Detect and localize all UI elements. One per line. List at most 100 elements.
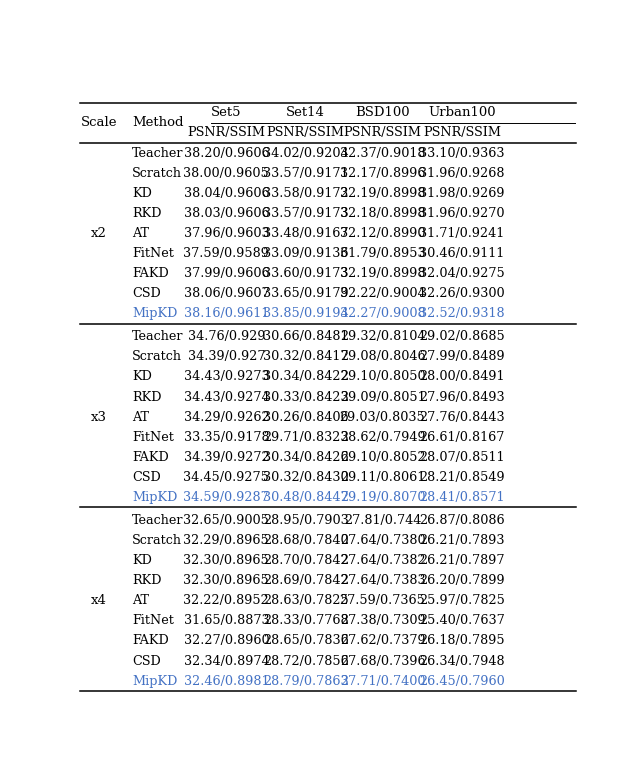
Text: 33.85/0.9194: 33.85/0.9194 [263,307,349,320]
Text: MipKD: MipKD [132,491,177,504]
Text: 30.66/0.8481: 30.66/0.8481 [263,330,348,343]
Text: AT: AT [132,594,149,608]
Text: FitNet: FitNet [132,247,174,260]
Text: 26.21/0.7897: 26.21/0.7897 [419,554,505,567]
Text: 31.65/0.8873: 31.65/0.8873 [184,615,269,627]
Text: 32.29/0.8965: 32.29/0.8965 [184,534,269,547]
Text: 29.09/0.8051: 29.09/0.8051 [340,390,426,404]
Text: 25.97/0.7825: 25.97/0.7825 [419,594,505,608]
Text: 34.43/0.9273: 34.43/0.9273 [184,371,269,383]
Text: 27.64/0.7380: 27.64/0.7380 [340,534,426,547]
Text: 38.06/0.9607: 38.06/0.9607 [184,287,269,300]
Text: KD: KD [132,554,152,567]
Text: 28.72/0.7856: 28.72/0.7856 [263,655,349,668]
Text: 32.37/0.9018: 32.37/0.9018 [340,146,426,160]
Text: 33.57/0.9173: 33.57/0.9173 [263,206,349,220]
Text: 29.02/0.8685: 29.02/0.8685 [419,330,505,343]
Text: 33.09/0.9136: 33.09/0.9136 [263,247,348,260]
Text: MipKD: MipKD [132,675,177,687]
Text: 34.39/0.927: 34.39/0.927 [188,350,265,364]
Text: RKD: RKD [132,574,161,587]
Text: 27.99/0.8489: 27.99/0.8489 [419,350,505,364]
Text: 28.95/0.7903: 28.95/0.7903 [263,514,349,527]
Text: KD: KD [132,187,152,199]
Text: 29.10/0.8050: 29.10/0.8050 [340,371,426,383]
Text: 34.59/0.9287: 34.59/0.9287 [184,491,269,504]
Text: 32.12/0.8990: 32.12/0.8990 [340,227,426,240]
Text: 28.62/0.7949: 28.62/0.7949 [340,431,426,443]
Text: Teacher: Teacher [132,330,184,343]
Text: 31.96/0.9268: 31.96/0.9268 [419,167,505,180]
Text: 34.29/0.9262: 34.29/0.9262 [184,411,269,424]
Text: 32.46/0.8981: 32.46/0.8981 [184,675,269,687]
Text: 33.57/0.9171: 33.57/0.9171 [263,167,348,180]
Text: BSD100: BSD100 [355,106,410,120]
Text: 28.79/0.7863: 28.79/0.7863 [263,675,349,687]
Text: 31.71/0.9241: 31.71/0.9241 [419,227,504,240]
Text: 28.70/0.7842: 28.70/0.7842 [263,554,349,567]
Text: Scratch: Scratch [132,534,182,547]
Text: FitNet: FitNet [132,431,174,443]
Text: 32.34/0.8974: 32.34/0.8974 [184,655,269,668]
Text: AT: AT [132,411,149,424]
Text: CSD: CSD [132,287,161,300]
Text: FitNet: FitNet [132,615,174,627]
Text: 26.18/0.7895: 26.18/0.7895 [419,634,505,647]
Text: 31.96/0.9270: 31.96/0.9270 [419,206,505,220]
Text: PSNR/SSIM: PSNR/SSIM [344,127,422,139]
Text: 28.00/0.8491: 28.00/0.8491 [419,371,505,383]
Text: 29.32/0.8104: 29.32/0.8104 [340,330,426,343]
Text: x2: x2 [91,227,107,240]
Text: 26.21/0.7893: 26.21/0.7893 [419,534,505,547]
Text: 28.63/0.7825: 28.63/0.7825 [263,594,349,608]
Text: 33.60/0.9173: 33.60/0.9173 [263,267,348,280]
Text: 32.52/0.9318: 32.52/0.9318 [419,307,505,320]
Text: 33.65/0.9179: 33.65/0.9179 [263,287,349,300]
Text: 26.20/0.7899: 26.20/0.7899 [419,574,505,587]
Text: Teacher: Teacher [132,514,184,527]
Text: 28.41/0.8571: 28.41/0.8571 [419,491,505,504]
Text: 27.64/0.7382: 27.64/0.7382 [340,554,426,567]
Text: 27.64/0.7383: 27.64/0.7383 [340,574,426,587]
Text: PSNR/SSIM: PSNR/SSIM [267,127,345,139]
Text: 28.07/0.8511: 28.07/0.8511 [419,450,505,464]
Text: 28.69/0.7842: 28.69/0.7842 [263,574,349,587]
Text: 28.65/0.7836: 28.65/0.7836 [263,634,349,647]
Text: RKD: RKD [132,390,161,404]
Text: PSNR/SSIM: PSNR/SSIM [423,127,501,139]
Text: AT: AT [132,227,149,240]
Text: 27.76/0.8443: 27.76/0.8443 [419,411,505,424]
Text: Scale: Scale [81,117,117,130]
Text: RKD: RKD [132,206,161,220]
Text: 38.20/0.9606: 38.20/0.9606 [184,146,269,160]
Text: FAKD: FAKD [132,450,169,464]
Text: 32.22/0.9004: 32.22/0.9004 [340,287,426,300]
Text: 32.26/0.9300: 32.26/0.9300 [419,287,505,300]
Text: 30.34/0.8422: 30.34/0.8422 [263,371,349,383]
Text: x4: x4 [91,594,107,608]
Text: 30.26/0.8406: 30.26/0.8406 [263,411,349,424]
Text: 38.00/0.9605: 38.00/0.9605 [184,167,269,180]
Text: 34.02/0.9204: 34.02/0.9204 [263,146,349,160]
Text: 30.32/0.8430: 30.32/0.8430 [263,471,349,484]
Text: 34.76/0.929: 34.76/0.929 [188,330,265,343]
Text: x3: x3 [91,411,107,424]
Text: FAKD: FAKD [132,634,169,647]
Text: 32.18/0.8998: 32.18/0.8998 [340,206,426,220]
Text: 27.96/0.8493: 27.96/0.8493 [419,390,505,404]
Text: 28.33/0.7768: 28.33/0.7768 [263,615,349,627]
Text: 29.71/0.8323: 29.71/0.8323 [263,431,348,443]
Text: CSD: CSD [132,655,161,668]
Text: 30.34/0.8426: 30.34/0.8426 [263,450,349,464]
Text: 33.10/0.9363: 33.10/0.9363 [419,146,505,160]
Text: 27.59/0.7365: 27.59/0.7365 [340,594,426,608]
Text: 29.08/0.8046: 29.08/0.8046 [340,350,426,364]
Text: 32.65/0.9005: 32.65/0.9005 [184,514,269,527]
Text: 26.34/0.7948: 26.34/0.7948 [419,655,505,668]
Text: FAKD: FAKD [132,267,169,280]
Text: PSNR/SSIM: PSNR/SSIM [188,127,266,139]
Text: 32.19/0.8998: 32.19/0.8998 [340,267,426,280]
Text: 26.61/0.8167: 26.61/0.8167 [419,431,504,443]
Text: 29.03/0.8035: 29.03/0.8035 [340,411,426,424]
Text: KD: KD [132,371,152,383]
